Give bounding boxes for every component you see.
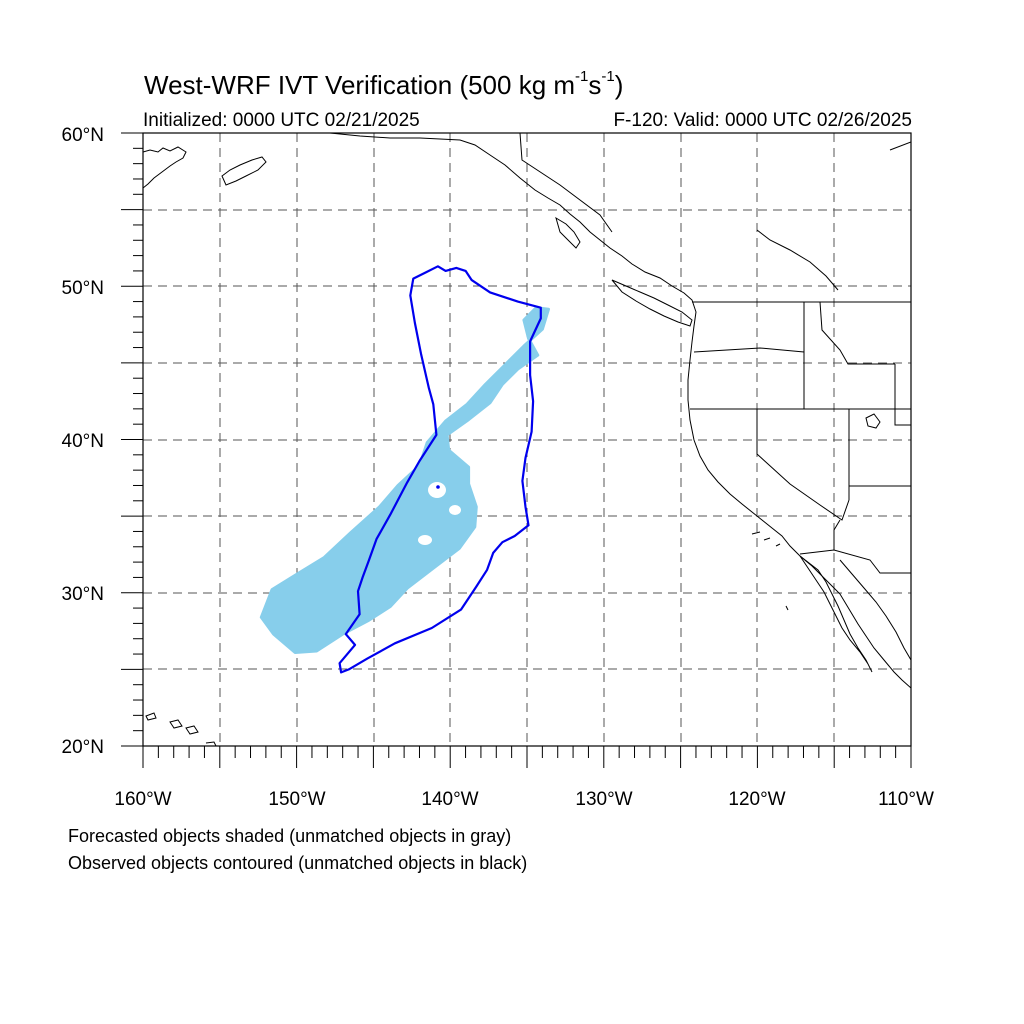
title-unit-s: s [588,70,602,100]
alaska-canada-border [519,133,613,233]
state-border-ca-nv [756,409,850,521]
lat-label-60n: 60°N [62,125,104,146]
lat-label-30n: 30°N [62,584,104,605]
state-border-nm [833,519,841,550]
initialized-label: Initialized: 0000 UTC 02/21/2025 [143,110,420,131]
observed-legend-note: Observed objects contoured (unmatched ob… [68,853,528,873]
lon-label-160w: 160°W [114,789,171,810]
forecast-object-holes [418,482,461,545]
observed-contour-dot [436,485,440,489]
mexico-coastline [839,559,911,661]
forecast-legend-note: Forecasted objects shaded (unmatched obj… [68,826,512,846]
longitude-labels: 160°W 150°W 140°W 130°W 120°W 110°W [114,789,934,810]
title-text: West-WRF IVT Verification (500 kg m [144,70,576,100]
us-mexico-border [799,549,911,574]
alaska-coastline [143,146,187,189]
baja-california [799,555,873,673]
state-border-wy [894,364,911,426]
latitude-labels: 20°N 30°N 40°N 50°N 60°N [62,125,104,758]
title-close-paren: ) [614,70,624,100]
map-title: West-WRF IVT Verification (500 kg m-1s-1… [144,68,624,101]
state-border-id-mt [819,301,895,365]
axis-ticks [121,132,912,768]
lon-label-140w: 140°W [421,789,478,810]
kodiak-island [221,156,267,186]
lon-label-130w: 130°W [575,789,632,810]
great-salt-lake [865,413,881,429]
lat-label-50n: 50°N [62,278,104,299]
channel-islands [751,531,789,611]
lon-label-110w: 110°W [878,789,934,810]
vancouver-island [611,279,693,327]
gulf-of-alaska-coastline [329,133,911,689]
title-exponent-2: -1 [601,68,615,86]
haida-gwaii [555,216,581,249]
lon-label-150w: 150°W [268,789,325,810]
lat-label-20n: 20°N [62,737,104,758]
state-border-wa-or [693,347,805,353]
forecast-ivt-object [259,306,550,654]
title-exponent-1: -1 [575,68,589,86]
lon-label-120w: 120°W [728,789,785,810]
valid-time-label: F-120: Valid: 0000 UTC 02/26/2025 [613,110,912,131]
hawaii-islands [145,712,217,746]
coastlines-and-borders [143,133,911,746]
observed-ivt-contour [338,265,542,674]
forecast-hole [428,482,446,498]
canada-interior-lines [756,229,839,291]
lat-label-40n: 40°N [62,431,104,452]
forecast-hole [449,505,461,515]
forecast-hole [418,535,432,545]
hudson-area-coast [889,141,911,151]
